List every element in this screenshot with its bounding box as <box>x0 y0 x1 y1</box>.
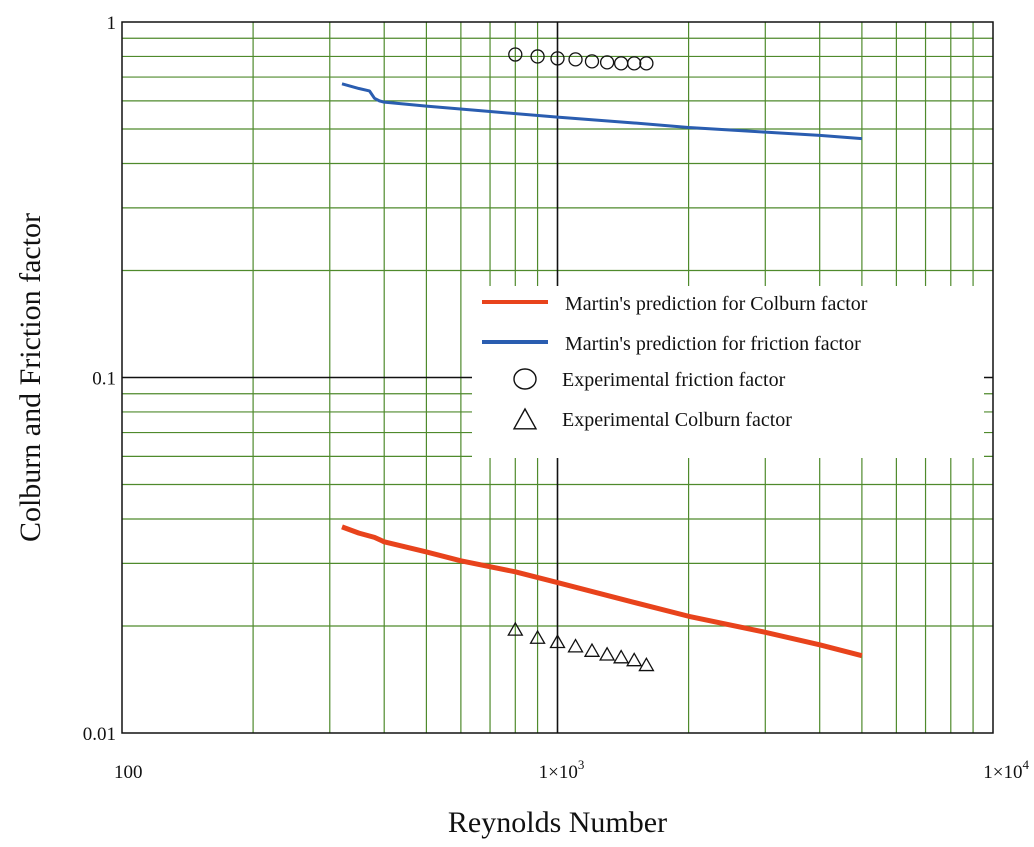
legend-background <box>472 286 984 458</box>
y-axis-title: Colburn and Friction factor <box>14 213 47 542</box>
point-experimental-friction-factor <box>568 52 583 67</box>
series-line-martin-s-prediction-for-friction-factor <box>341 82 863 141</box>
series-layer <box>341 47 863 672</box>
point-experimental-friction-factor <box>627 56 642 71</box>
point-experimental-colburn-factor <box>567 638 584 653</box>
tick-labels: 100 1×103 1×104 1 0.1 0.01 <box>83 13 1030 783</box>
plot-frame <box>121 21 994 734</box>
point-experimental-colburn-factor <box>507 621 524 636</box>
legend-label-martin-s-prediction-for-colburn-factor: Martin's prediction for Colburn factor <box>565 293 868 315</box>
point-experimental-friction-factor <box>639 56 654 71</box>
point-experimental-colburn-factor <box>613 649 630 664</box>
legend-swatch-experimental-friction-factor <box>513 368 537 390</box>
x-axis-title: Reynolds Number <box>448 806 667 839</box>
point-experimental-colburn-factor <box>599 646 616 661</box>
point-experimental-friction-factor <box>599 55 615 70</box>
point-experimental-colburn-factor <box>626 652 643 667</box>
legend-swatch-experimental-colburn-factor <box>512 407 538 430</box>
legend-label-experimental-friction-factor: Experimental friction factor <box>562 369 786 391</box>
point-experimental-colburn-factor <box>529 629 546 644</box>
y-tick-label: 0.01 <box>83 724 116 745</box>
point-experimental-friction-factor <box>550 51 565 66</box>
point-experimental-colburn-factor <box>549 633 566 649</box>
x-tick-label: 1×103 <box>539 757 585 783</box>
legend-label-experimental-colburn-factor: Experimental Colburn factor <box>562 409 792 431</box>
point-experimental-friction-factor <box>584 54 600 69</box>
y-tick-label: 1 <box>107 13 117 34</box>
point-experimental-colburn-factor <box>638 657 655 672</box>
point-experimental-friction-factor <box>530 49 545 64</box>
series-line-martin-s-prediction-for-colburn-factor <box>341 524 863 659</box>
x-tick-label: 1×104 <box>983 757 1029 783</box>
legend-label-martin-s-prediction-for-friction-factor: Martin's prediction for friction factor <box>565 333 861 355</box>
legend: Martin's prediction for Colburn factor Ma… <box>472 286 984 458</box>
x-tick-label: 100 <box>114 762 143 783</box>
point-experimental-colburn-factor <box>583 642 601 657</box>
point-experimental-friction-factor <box>613 56 629 71</box>
y-tick-label: 0.1 <box>92 369 116 390</box>
point-experimental-friction-factor <box>508 47 523 62</box>
